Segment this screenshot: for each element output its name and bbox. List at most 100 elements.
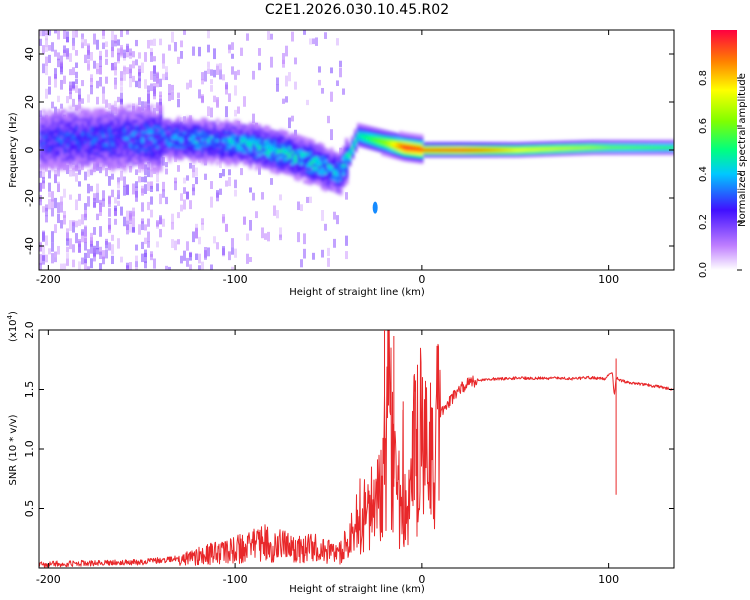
spectrogram-ridge-cell (90, 134, 94, 138)
spectrogram-ridge-cell (657, 139, 661, 144)
spectrogram-ridge-cell (204, 134, 208, 139)
spectrogram-ridge-cell (66, 112, 70, 116)
spectrogram-ridge-cell (126, 150, 130, 155)
spectrogram-ridge-cell (234, 159, 238, 164)
spectrogram-ridge-cell (84, 157, 88, 162)
spectrogram-ridge-cell (69, 160, 73, 165)
spectrogram-scatter-cell (45, 38, 48, 48)
spectrogram-ridge-cell (183, 122, 187, 126)
spectrogram-scatter-cell (186, 241, 189, 251)
spectrogram-ridge-cell (57, 149, 61, 154)
spectrogram-ridge-cell (225, 162, 229, 166)
spectrogram-scatter-cell (129, 214, 132, 224)
spectrogram-ridge-cell (309, 150, 313, 154)
spectrogram-ridge-cell (78, 120, 82, 124)
spectrogram-ridge-cell (72, 111, 76, 116)
spectrogram-scatter-cell (45, 254, 48, 263)
spectrogram-ridge-cell (276, 145, 280, 149)
spectrogram-ridge-cell (285, 153, 289, 158)
spectrogram-ridge-cell (144, 121, 148, 126)
spectrogram-scatter-cell (105, 99, 108, 108)
spectrogram-scatter-cell (165, 162, 168, 168)
spectrogram-ridge-cell (351, 138, 355, 143)
spectrogram-ridge-cell (216, 155, 220, 160)
spectrogram-ridge-cell (306, 152, 310, 156)
spectrogram-ridge-cell (249, 151, 253, 155)
spectrogram-ridge-cell (81, 131, 85, 136)
spectrogram-ridge-cell (123, 165, 127, 169)
spectrogram-scatter-cell (114, 62, 117, 71)
spectrogram-ridge-cell (96, 122, 100, 127)
spectrogram-ridge-cell (285, 162, 289, 167)
spectrogram-ridge-cell (150, 139, 154, 143)
spectrogram-ridge-cell (183, 131, 187, 135)
spectrogram-ridge-cell (300, 158, 304, 163)
spectrogram-ridge-cell (273, 155, 277, 160)
spectrogram-ridge-cell (345, 163, 349, 168)
spectrogram-ridge-cell (144, 127, 148, 131)
spectrogram-ridge-cell (105, 131, 109, 135)
spectrogram-ridge-cell (339, 189, 343, 193)
spectrogram-scatter-cell (210, 85, 213, 92)
spectrogram-scatter-cell (42, 245, 45, 256)
spectrogram-scatter-cell (114, 34, 117, 44)
spectrogram-ridge-cell (453, 142, 457, 146)
spectrogram-ridge-cell (402, 134, 406, 139)
spectrogram-ridge-cell (273, 170, 277, 174)
spectrogram-scatter-cell (156, 220, 159, 227)
spectrogram-ridge-cell (537, 144, 541, 149)
spectrogram-ridge-cell (180, 139, 184, 144)
spectrogram-ridge-cell (186, 139, 190, 144)
spectrogram-ridge-cell (327, 175, 331, 179)
spectrogram-ridge-cell (276, 153, 280, 158)
spectrogram-ridge-cell (627, 142, 631, 147)
spectrogram-ridge-cell (96, 145, 100, 150)
spectrogram-ridge-cell (108, 122, 112, 126)
spectrogram-ridge-cell (135, 107, 139, 111)
spectrogram-scatter-cell (147, 231, 150, 243)
spectrogram-ridge-cell (288, 140, 292, 145)
spectrogram-ridge-cell (174, 122, 178, 126)
spectrogram-ridge-cell (291, 138, 295, 143)
spectrogram-ridge-cell (246, 144, 250, 149)
spectrogram-ridge-cell (75, 123, 79, 127)
spectrogram-ridge-cell (312, 159, 316, 164)
spectrogram-ridge-cell (243, 150, 247, 154)
spectrogram-ridge-cell (171, 142, 175, 146)
spectrogram-scatter-cell (327, 247, 330, 257)
spectrogram-ridge-cell (87, 114, 91, 118)
spectrogram-ridge-cell (156, 151, 160, 155)
spectrogram-ridge-cell (366, 137, 370, 141)
spectrogram-ridge-cell (330, 182, 334, 186)
spectrogram-ridge-cell (138, 110, 142, 114)
spectrogram-ridge-cell (45, 132, 49, 137)
spectrogram-ridge-cell (294, 148, 298, 152)
spectrogram-ridge-cell (231, 145, 235, 149)
spectrogram-ridge-cell (90, 111, 94, 115)
spectrogram-ridge-cell (195, 125, 199, 130)
spectrogram-ridge-cell (324, 167, 328, 172)
snr-y-label: SNR (10 * v/v) (8, 414, 19, 485)
spectrogram-ridge-cell (420, 151, 424, 156)
spectrogram-ridge-cell (102, 162, 106, 167)
spectrogram-ridge-cell (393, 132, 397, 136)
spectrogram-ridge-cell (558, 149, 562, 154)
spectrogram-ridge-cell (120, 148, 124, 152)
spectrogram-ridge-cell (393, 135, 397, 139)
spectrogram-ridge-cell (183, 139, 187, 144)
spectrogram-ridge-cell (489, 142, 493, 146)
spectrogram-ridge-cell (645, 148, 649, 153)
spectrogram-ridge-cell (174, 156, 178, 161)
spectrogram-ridge-cell (333, 154, 337, 159)
spectrogram-ridge-cell (372, 141, 376, 145)
spectrogram-ridge-cell (522, 142, 526, 146)
spectrogram-ridge-cell (480, 150, 484, 155)
spectrogram-ridge-cell (171, 153, 175, 158)
spectrogram-ridge-cell (417, 148, 421, 152)
spectrogram-ridge-cell (111, 122, 115, 126)
spectrogram-scatter-cell (81, 98, 84, 104)
spectrogram-scatter-cell (87, 249, 90, 258)
spectrogram-ridge-cell (213, 126, 217, 131)
spectrogram-ridge-cell (579, 143, 583, 147)
spectrogram-ridge-cell (93, 134, 97, 138)
